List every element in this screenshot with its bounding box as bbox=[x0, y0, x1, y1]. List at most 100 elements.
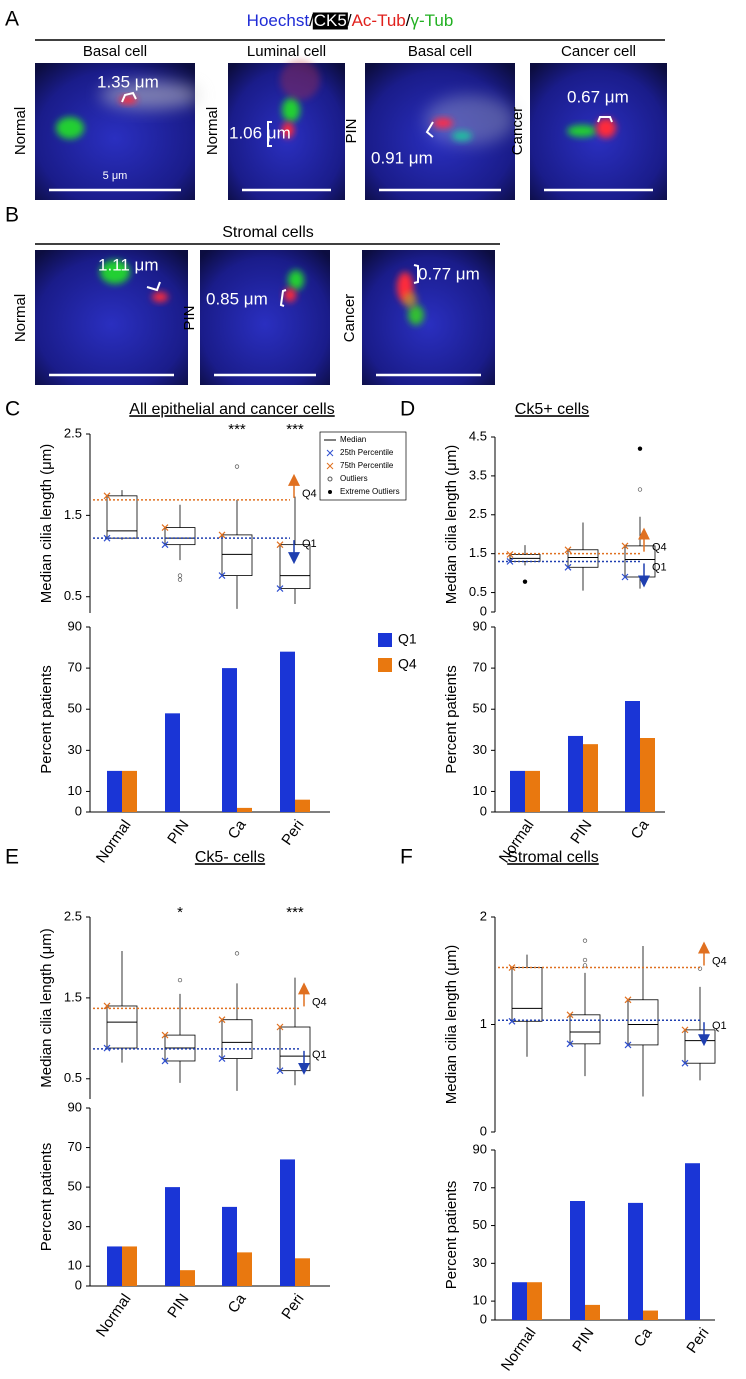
box bbox=[627, 999, 659, 1046]
outlier bbox=[177, 977, 183, 983]
legend-swatch bbox=[378, 658, 392, 672]
x-tick-label: Peri bbox=[278, 817, 307, 849]
side-label: Normal bbox=[12, 294, 29, 342]
x-tick-label: Normal bbox=[498, 1325, 540, 1374]
side-label: Cancer bbox=[509, 107, 526, 155]
p75-marker bbox=[103, 492, 111, 500]
side-label: PIN bbox=[181, 305, 198, 330]
panel-letter: E bbox=[5, 846, 19, 869]
y-tick-label: 30 bbox=[473, 742, 487, 757]
header-part: / bbox=[309, 11, 314, 30]
p75-marker bbox=[624, 996, 632, 1004]
header-part: Ac-Tub bbox=[352, 11, 406, 30]
p75-marker bbox=[621, 542, 629, 550]
box bbox=[567, 549, 599, 568]
column-title: Basal cell bbox=[83, 43, 147, 60]
reference-label: Q1 bbox=[652, 561, 667, 573]
chart-title: Ck5+ cells bbox=[515, 401, 589, 418]
y-tick-label: 90 bbox=[473, 618, 487, 633]
box bbox=[164, 527, 196, 546]
p25-marker bbox=[681, 1059, 689, 1067]
side-label: Normal bbox=[204, 107, 221, 155]
x-tick-label: PIN bbox=[164, 817, 192, 847]
legend-label: 75th Percentile bbox=[340, 461, 394, 470]
legend-label: Outliers bbox=[340, 474, 368, 483]
p25-marker bbox=[161, 1057, 169, 1065]
stain-signal bbox=[596, 118, 616, 138]
chart-title: Stromal cells bbox=[507, 849, 599, 866]
reference-label: Q1 bbox=[312, 1049, 327, 1061]
measurement-label: 0.85 μm bbox=[206, 289, 268, 308]
bar bbox=[222, 1206, 237, 1286]
stain-signal bbox=[288, 270, 304, 290]
x-tick-label: PIN bbox=[164, 1291, 192, 1321]
x-tick-label: Ca bbox=[628, 816, 653, 842]
y-axis-label: Percent patients bbox=[38, 665, 55, 773]
x-tick-label: Ca bbox=[631, 1324, 656, 1350]
y-tick-label: 0 bbox=[480, 1311, 487, 1326]
y-axis-label: Median cilia length (μm) bbox=[38, 928, 55, 1088]
y-tick-label: 0.5 bbox=[469, 584, 487, 599]
measurement-label: 0.77 μm bbox=[418, 264, 480, 283]
micrograph bbox=[200, 250, 330, 385]
measurement-label: 0.67 μm bbox=[567, 87, 629, 106]
panel-letter: D bbox=[400, 398, 415, 421]
bar bbox=[568, 735, 583, 812]
panel-letter: C bbox=[5, 398, 20, 421]
y-tick-label: 30 bbox=[68, 742, 82, 757]
x-tick-label: Normal bbox=[93, 1291, 135, 1340]
legend-label: 25th Percentile bbox=[340, 448, 394, 457]
bar bbox=[122, 770, 137, 812]
y-tick-label: 1.5 bbox=[469, 545, 487, 560]
measurement-label: 1.35 μm bbox=[97, 72, 159, 91]
y-tick-label: 10 bbox=[473, 1293, 487, 1308]
bar bbox=[180, 1270, 195, 1286]
micrograph bbox=[35, 63, 200, 200]
measure-bracket bbox=[121, 91, 137, 103]
p75-marker bbox=[681, 1026, 689, 1034]
y-tick-label: 0 bbox=[480, 1123, 487, 1138]
p25-marker bbox=[103, 1044, 111, 1052]
significance: *** bbox=[286, 904, 304, 921]
bar bbox=[237, 807, 252, 812]
p75-marker bbox=[276, 1023, 284, 1031]
bar bbox=[237, 1252, 252, 1286]
reference-label: Q1 bbox=[302, 538, 317, 550]
micrograph bbox=[530, 63, 667, 200]
header-part: Hoechst bbox=[247, 11, 310, 30]
p75-marker bbox=[218, 531, 226, 539]
x-tick-label: Peri bbox=[278, 1291, 307, 1323]
x-tick-label: PIN bbox=[567, 817, 595, 847]
p75-marker bbox=[506, 551, 514, 558]
box bbox=[106, 495, 138, 539]
panel-header: Hoechst/CK5/Ac-Tub/γ-Tub bbox=[247, 11, 454, 30]
stain-signal bbox=[452, 131, 472, 141]
box bbox=[106, 1005, 138, 1049]
p25-marker bbox=[566, 1040, 574, 1048]
y-tick-label: 90 bbox=[68, 618, 82, 633]
legend-symbol bbox=[326, 462, 334, 470]
side-label: PIN bbox=[343, 118, 360, 143]
legend-swatch bbox=[378, 633, 392, 647]
bar bbox=[295, 1258, 310, 1286]
bar bbox=[122, 1246, 137, 1286]
p25-marker bbox=[218, 572, 226, 579]
box bbox=[221, 1019, 253, 1059]
header-highlight bbox=[312, 12, 348, 30]
box bbox=[569, 1014, 601, 1045]
stain-signal bbox=[282, 98, 300, 122]
stain-signal bbox=[433, 118, 453, 128]
p75-marker bbox=[161, 524, 169, 531]
y-tick-label: 0 bbox=[480, 803, 487, 818]
y-tick-label: 1 bbox=[480, 1016, 487, 1031]
legend-label: Q4 bbox=[398, 656, 417, 672]
micrograph bbox=[228, 60, 345, 200]
panel-letter: A bbox=[5, 8, 19, 31]
p25-marker bbox=[161, 541, 169, 549]
x-tick-label: Peri bbox=[683, 1325, 712, 1357]
y-tick-label: 90 bbox=[473, 1141, 487, 1156]
y-axis-label: Median cilia length (μm) bbox=[38, 444, 55, 604]
header-part: / bbox=[406, 11, 411, 30]
y-tick-label: 1.5 bbox=[64, 507, 82, 522]
